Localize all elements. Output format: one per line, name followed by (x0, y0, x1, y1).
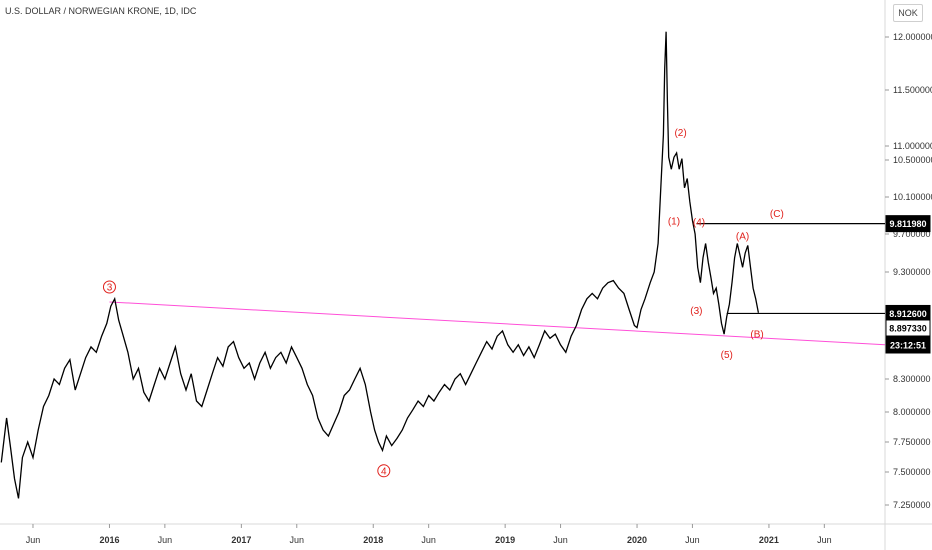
wave-label: (5) (721, 350, 733, 361)
pink-trendline[interactable] (109, 301, 886, 346)
x-tick-label: 2020 (627, 535, 647, 545)
x-tick-label: Jun (685, 535, 700, 545)
x-tick-label: 2017 (231, 535, 251, 545)
y-tick-label: 12.000000 (893, 32, 932, 42)
wave-label: (3) (690, 306, 702, 317)
x-tick-label: Jun (158, 535, 173, 545)
y-tick-label: 10.100000 (893, 192, 932, 202)
x-tick-label: Jun (26, 535, 41, 545)
level-tag-upper-box (885, 215, 931, 233)
wave-label: (4) (693, 217, 705, 228)
wave-label: 4 (381, 466, 387, 477)
countdown-tag-box (885, 336, 931, 354)
y-tick-label: 8.300000 (893, 374, 931, 384)
wave-label: (1) (668, 217, 680, 228)
wave-label: (B) (750, 330, 763, 341)
currency-selector[interactable]: NOK (893, 4, 923, 22)
x-tick-label: 2018 (363, 535, 383, 545)
wave-label: 3 (107, 282, 113, 293)
wave-circle (102, 280, 116, 294)
x-tick-label: 2021 (759, 535, 779, 545)
wave-circle (377, 464, 391, 478)
y-tick-label: 9.700000 (893, 229, 931, 239)
y-tick-label: 7.250000 (893, 500, 931, 510)
y-tick-label: 11.000000 (893, 141, 932, 151)
x-tick-label: 2016 (99, 535, 119, 545)
price-line[interactable] (0, 31, 760, 499)
y-tick-label: 11.500000 (893, 85, 932, 95)
level-tag-lower: 8.912600 (889, 309, 927, 319)
horizontal-levels (696, 223, 885, 315)
wave-label: (2) (674, 128, 686, 139)
y-tick-label: 7.500000 (893, 467, 931, 477)
countdown-tag: 23:12:51 (890, 341, 926, 351)
x-axis-ticks: Jun 2016 Jun 2017 Jun 2018 Jun 2019 Jun 2020 Jun 20… (26, 524, 832, 545)
x-tick-label: 2019 (495, 535, 515, 545)
y-tick-label: 10.500000 (893, 155, 932, 165)
y-tick-label: 9.300000 (893, 267, 931, 277)
x-tick-label: Jun (421, 535, 436, 545)
wave-label: (A) (736, 231, 749, 242)
y-tick-label: 8.000000 (893, 407, 931, 417)
x-tick-label: Jun (553, 535, 568, 545)
y-tick-label: 7.750000 (893, 437, 931, 447)
y-axis-ticks: 12.000000 11.500000 11.000000 10.500000 10.1… (885, 32, 932, 510)
level-tag-upper: 9.811980 (889, 219, 926, 229)
symbol-title: U.S. DOLLAR / NORWEGIAN KRONE, 1D, IDC (5, 6, 197, 16)
elliott-wave-labels: 345(1)(2)(3)(4)(5)(A)(B)(C) (102, 128, 784, 478)
current-price-tag: 8.897330 (889, 324, 927, 334)
current-price-tag-box (885, 319, 931, 337)
wave-label: (C) (770, 209, 784, 220)
x-tick-label: Jun (817, 535, 832, 545)
price-tags: 9.811980 8.912600 8.897330 23:12:51 (885, 215, 931, 354)
x-tick-label: Jun (290, 535, 305, 545)
